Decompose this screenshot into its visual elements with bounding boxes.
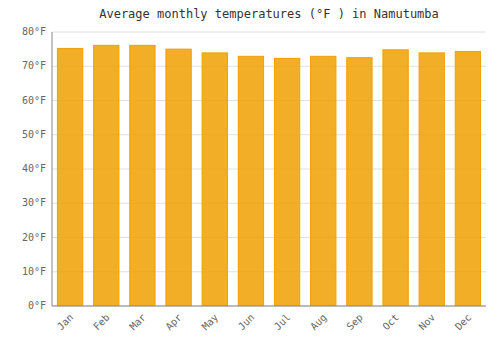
chart: Average monthly temperatures (°F ) in Na… [0, 0, 500, 350]
bar [347, 58, 372, 306]
bar [383, 50, 408, 306]
y-tick-label: 0°F [28, 300, 46, 311]
x-tick-label: Feb [91, 312, 112, 333]
bar [57, 48, 82, 306]
y-tick-label: 70°F [22, 60, 46, 71]
bars [57, 45, 480, 306]
x-tick-label: Jun [236, 312, 257, 333]
grid-line [52, 32, 486, 33]
x-tick-label: Jan [55, 312, 76, 333]
x-tick-label: Apr [163, 312, 184, 333]
grid [52, 32, 486, 306]
bar [130, 45, 155, 306]
bar [455, 52, 480, 306]
x-tick-label: Aug [308, 312, 329, 333]
bar [166, 49, 191, 306]
bar [311, 56, 336, 306]
bar [94, 45, 119, 306]
x-tick-label: Jul [272, 312, 293, 333]
x-axis-line [52, 306, 486, 307]
y-tick-label: 20°F [22, 232, 46, 243]
y-tick-label: 60°F [22, 95, 46, 106]
y-tick-label: 40°F [22, 163, 46, 174]
x-tick-label: May [200, 312, 221, 333]
x-axis: Jan Feb Mar Apr May Jun Jul Aug Sep Oct Nov Dec [55, 312, 473, 333]
x-tick-label: Sep [344, 312, 365, 333]
title: Average monthly temperatures (°F ) in Na… [99, 7, 439, 21]
y-tick-label: 30°F [22, 197, 46, 208]
y-axis-line [52, 32, 53, 306]
bar [274, 58, 299, 306]
grid-line [52, 306, 486, 307]
bar [419, 53, 444, 306]
y-axis: 0°F 10°F 20°F 30°F 40°F 50°F 60°F 70°F 80°F [22, 26, 46, 311]
page: {"chart_data": {"type": "bar", "title": … [0, 0, 500, 350]
x-tick-label: Oct [380, 312, 401, 333]
y-tick-label: 10°F [22, 266, 46, 277]
y-tick-label: 80°F [22, 26, 46, 37]
y-tick-label: 50°F [22, 129, 46, 140]
x-tick-label: Nov [417, 312, 438, 333]
x-tick-label: Mar [127, 312, 148, 333]
bar [238, 56, 263, 306]
bar [202, 53, 227, 306]
x-tick-label: Dec [453, 312, 474, 333]
